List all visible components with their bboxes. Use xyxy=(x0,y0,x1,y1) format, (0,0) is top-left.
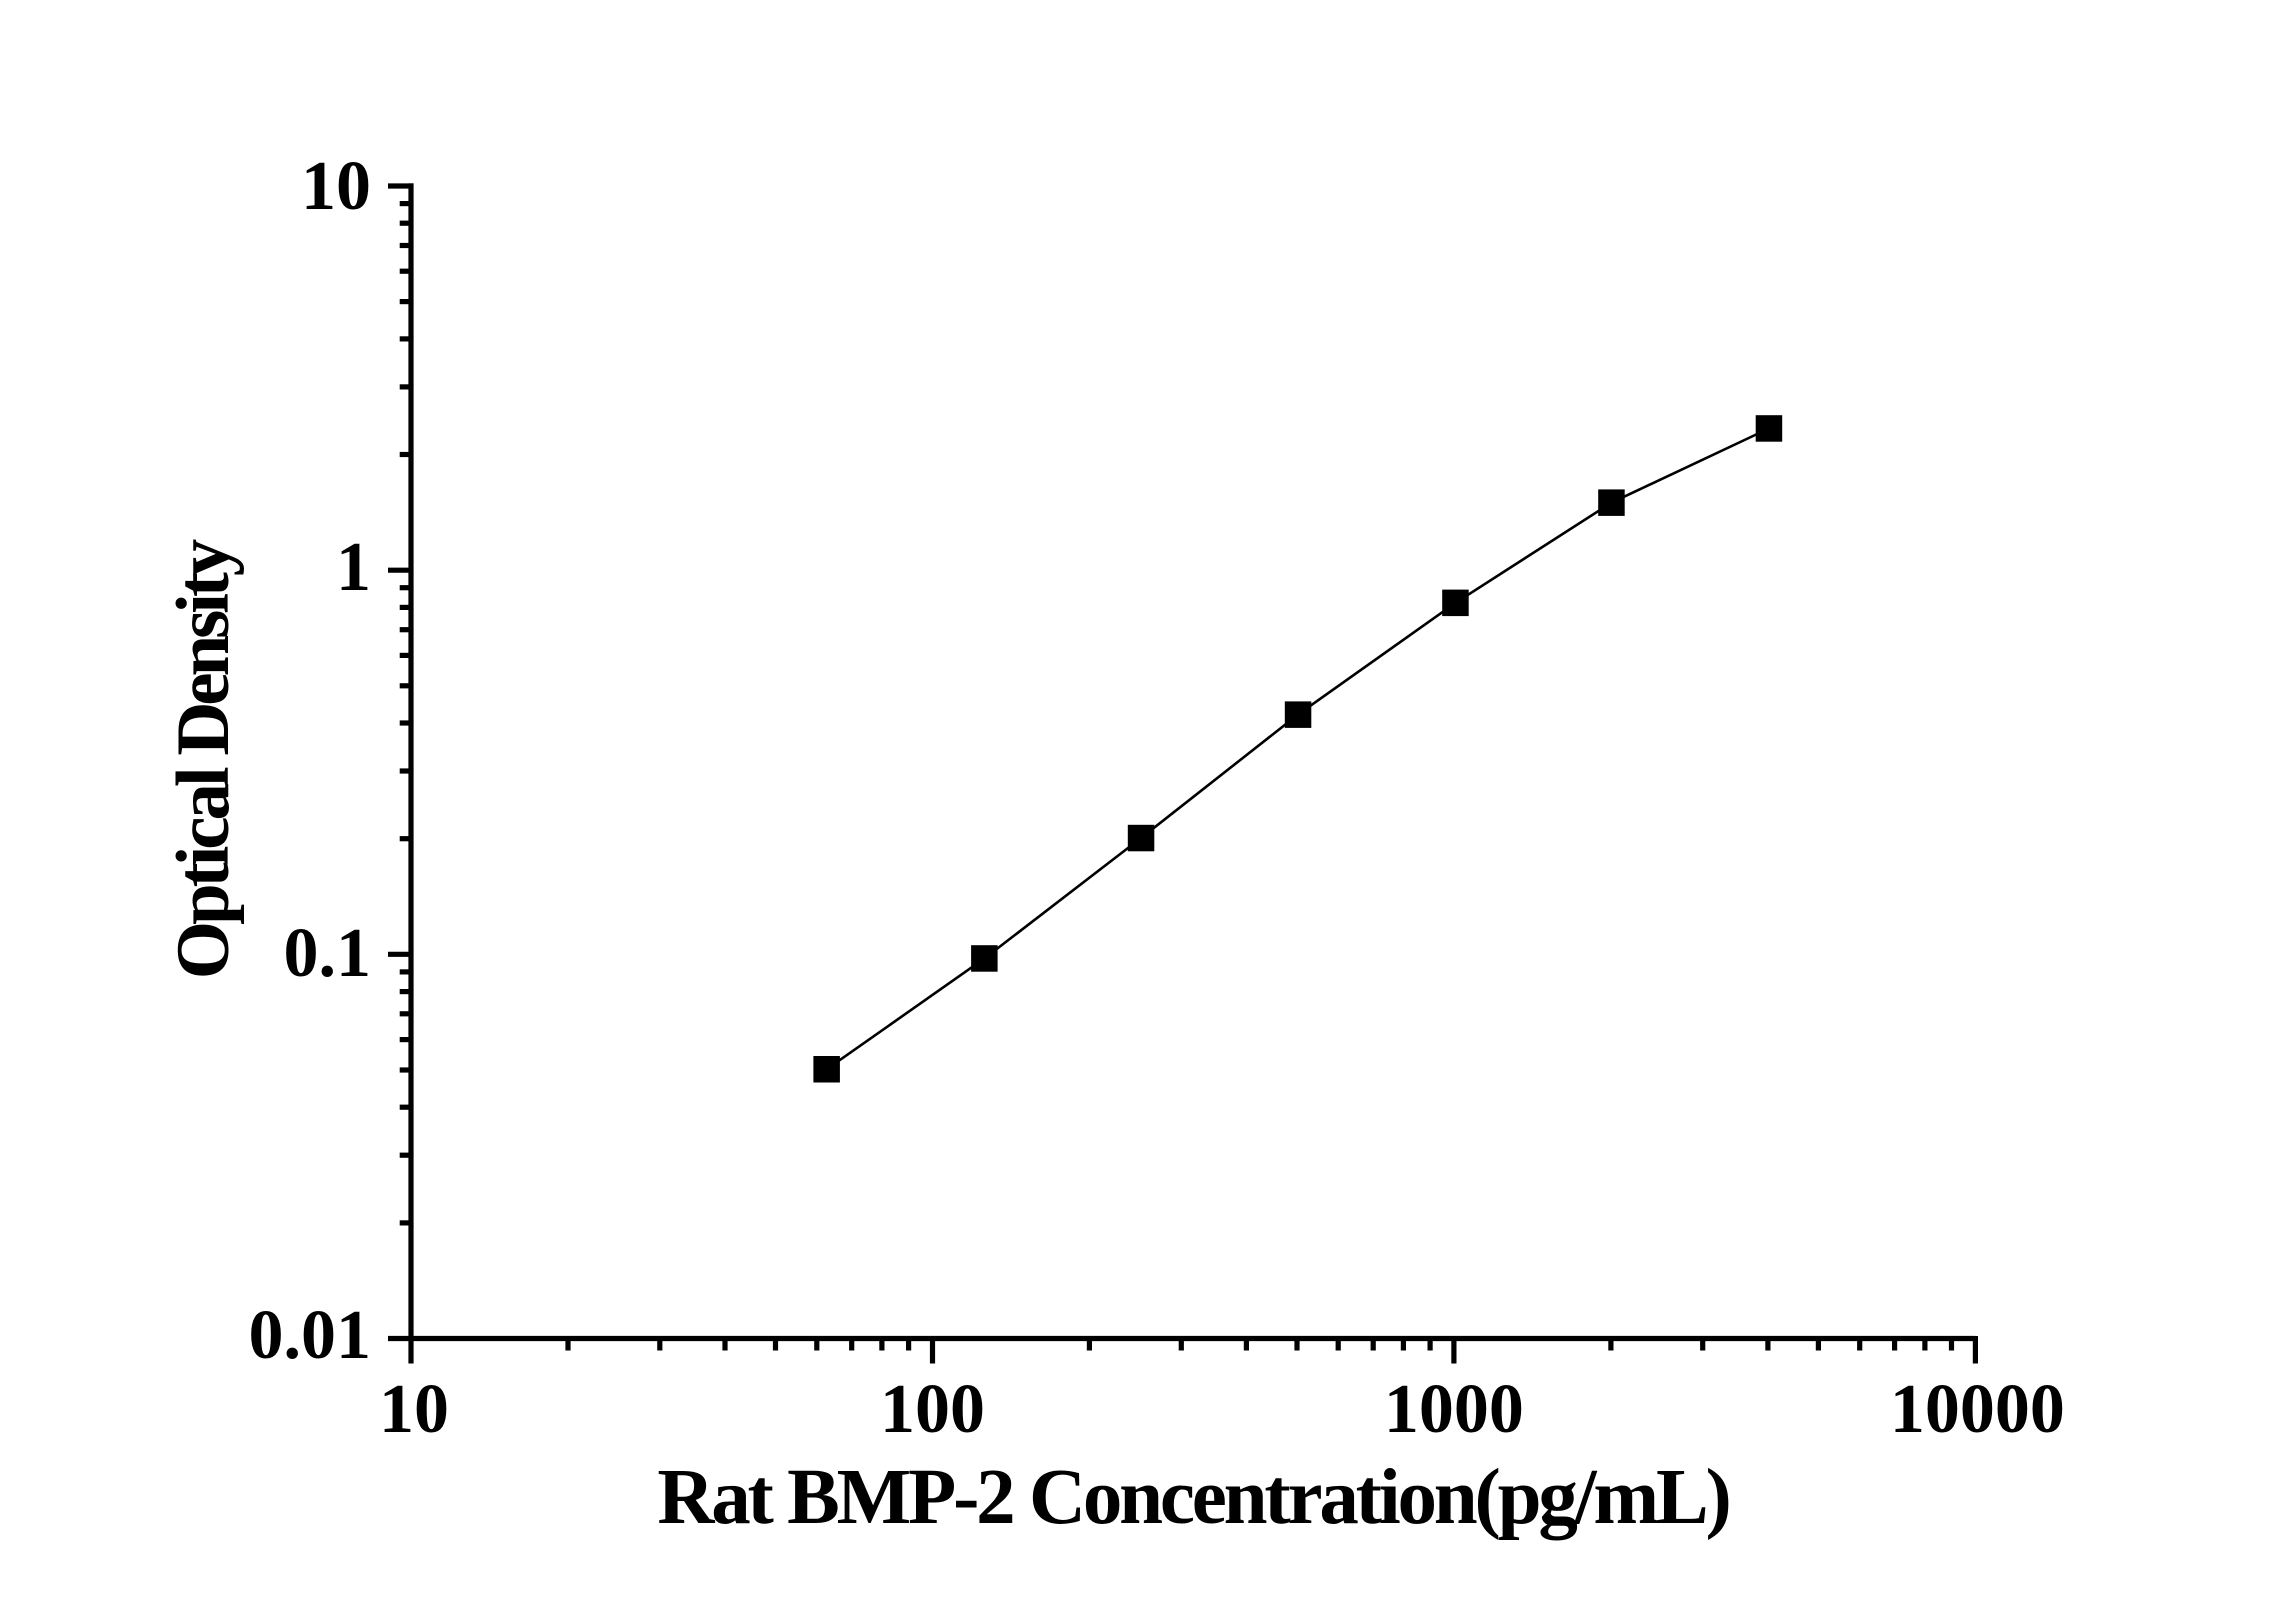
svg-text:0.1: 0.1 xyxy=(284,915,372,992)
svg-text:1: 1 xyxy=(336,529,371,606)
svg-text:Rat BMP-2 Concentration(pg/mL): Rat BMP-2 Concentration(pg/mL) xyxy=(657,1454,1728,1541)
svg-text:10: 10 xyxy=(379,1371,449,1448)
svg-text:10: 10 xyxy=(301,148,371,225)
svg-text:Optical Density: Optical Density xyxy=(162,539,245,979)
svg-text:100: 100 xyxy=(880,1371,985,1448)
svg-text:0.01: 0.01 xyxy=(249,1297,372,1374)
svg-text:1000: 1000 xyxy=(1384,1371,1524,1448)
svg-text:10000: 10000 xyxy=(1890,1371,2065,1448)
